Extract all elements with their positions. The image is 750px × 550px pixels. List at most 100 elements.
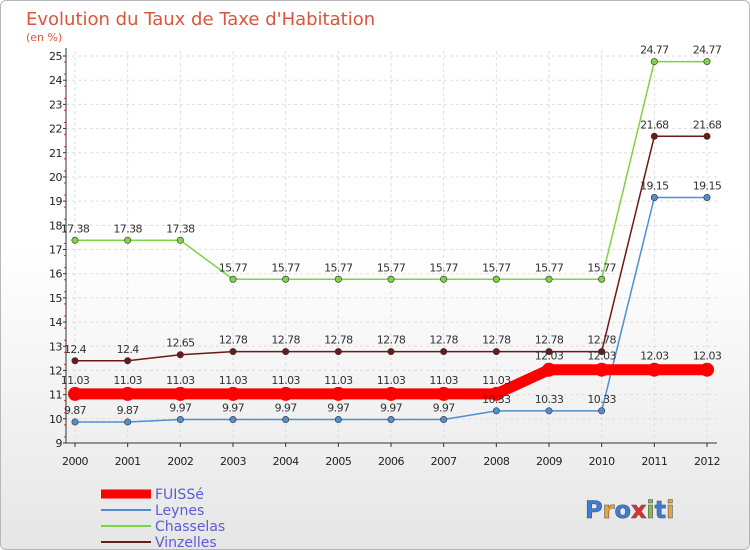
data-point <box>440 416 448 424</box>
data-point <box>542 362 556 377</box>
data-point <box>176 236 184 244</box>
data-label: 21.68 <box>693 118 722 131</box>
data-point <box>703 193 711 201</box>
data-point <box>124 357 132 365</box>
data-label: 12.78 <box>377 334 406 347</box>
data-label: 17.38 <box>166 222 195 235</box>
y-tick-label: 9 <box>56 437 63 450</box>
y-tick-label: 24 <box>49 74 62 87</box>
x-tick-label: 2006 <box>378 455 404 468</box>
data-point <box>124 236 132 244</box>
legend-label: FUISSé <box>155 487 204 503</box>
data-label: 12.4 <box>117 343 140 356</box>
data-label: 12.78 <box>271 334 300 347</box>
data-label: 12.78 <box>482 334 511 347</box>
y-tick-label: 11 <box>49 389 62 402</box>
data-point <box>594 362 609 377</box>
data-label: 12.03 <box>587 350 616 363</box>
chart-title: Evolution du Taux de Taxe d'Habitation <box>26 9 375 30</box>
data-label: 12.65 <box>166 337 195 350</box>
data-label: 15.77 <box>535 261 564 274</box>
x-tick-label: 2009 <box>536 455 562 468</box>
data-point <box>282 416 290 424</box>
data-point <box>278 386 293 401</box>
data-point <box>229 416 237 424</box>
data-label: 15.77 <box>587 261 616 274</box>
data-label: 15.77 <box>271 261 300 274</box>
data-labels-fuissé: 11.03 11.03 11.03 11.03 11.03 11.03 11.03 11.03… <box>61 350 723 387</box>
data-label: 10.33 <box>587 393 616 406</box>
legend-label: Chasselas <box>155 519 225 535</box>
data-point <box>440 275 448 283</box>
data-point <box>492 275 500 283</box>
data-point <box>282 348 290 356</box>
data-point <box>545 348 553 356</box>
series-fuissé <box>68 362 714 401</box>
logo-text: Proxiti <box>585 496 674 524</box>
data-label: 12.4 <box>64 343 87 356</box>
data-point <box>176 416 184 424</box>
x-tick-label: 2012 <box>694 455 720 468</box>
data-label: 12.78 <box>535 334 564 347</box>
data-label: 9.97 <box>380 402 403 415</box>
data-label: 9.97 <box>275 402 298 415</box>
data-point <box>124 418 132 426</box>
legend-label: Vinzelles <box>155 535 217 549</box>
x-tick-label: 2008 <box>483 455 509 468</box>
data-labels-leynes: 9.87 9.87 9.97 9.97 9.97 9.97 9.97 9.97 10.33 10.… <box>64 179 722 416</box>
data-label: 12.03 <box>693 350 722 363</box>
series-vinzelles <box>71 132 711 365</box>
x-tick-label: 2003 <box>220 455 246 468</box>
y-tick-label: 10 <box>49 413 62 426</box>
data-label: 11.03 <box>61 374 90 387</box>
series: 11.03 11.03 11.03 11.03 11.03 11.03 11.03 11.03… <box>61 44 722 426</box>
data-point <box>647 362 662 377</box>
proxiti-logo: Proxiti <box>585 496 675 525</box>
data-label: 11.03 <box>271 374 300 387</box>
data-point <box>334 275 342 283</box>
data-point <box>492 407 500 415</box>
data-point <box>229 348 237 356</box>
data-point <box>120 386 135 401</box>
data-point <box>173 386 188 401</box>
x-tick-label: 2007 <box>431 455 457 468</box>
x-tick-label: 2004 <box>273 455 299 468</box>
y-tick-label: 18 <box>49 219 62 232</box>
axes: 9 10 11 12 13 14 15 16 17 18 19 20 21 22 23 24 25 2000 200… <box>49 48 721 468</box>
y-tick-label: 20 <box>49 171 62 184</box>
data-label: 10.33 <box>535 393 564 406</box>
data-point <box>436 386 451 401</box>
data-label: 15.77 <box>482 261 511 274</box>
y-tick-label: 15 <box>49 292 62 305</box>
data-point <box>492 348 500 356</box>
data-point <box>489 386 504 401</box>
data-label: 17.38 <box>61 222 90 235</box>
y-tick-label: 21 <box>49 147 62 160</box>
data-labels-vinzelles: 12.4 12.4 12.65 12.78 12.78 12.78 12.78 12.78 12… <box>64 118 722 355</box>
x-tick-label: 2001 <box>115 455 141 468</box>
data-point <box>387 348 395 356</box>
chart-subtitle: (en %) <box>26 31 62 44</box>
data-point <box>650 58 658 66</box>
data-point <box>176 351 184 359</box>
series-leynes <box>71 193 711 426</box>
y-tick-label: 14 <box>49 316 62 329</box>
data-label: 9.97 <box>327 402 350 415</box>
data-point <box>282 275 290 283</box>
y-tick-label: 25 <box>49 50 62 63</box>
data-point <box>68 386 82 401</box>
data-label: 12.78 <box>219 334 248 347</box>
data-label: 11.03 <box>166 374 195 387</box>
data-label: 12.03 <box>640 350 669 363</box>
y-tick-label: 12 <box>49 364 62 377</box>
x-tick-label: 2002 <box>167 455 193 468</box>
data-label: 24.77 <box>693 44 722 57</box>
data-point <box>334 348 342 356</box>
data-point <box>700 362 714 377</box>
y-tick-label: 23 <box>49 98 62 111</box>
data-point <box>650 193 658 201</box>
data-point <box>545 275 553 283</box>
data-label: 11.03 <box>219 374 248 387</box>
